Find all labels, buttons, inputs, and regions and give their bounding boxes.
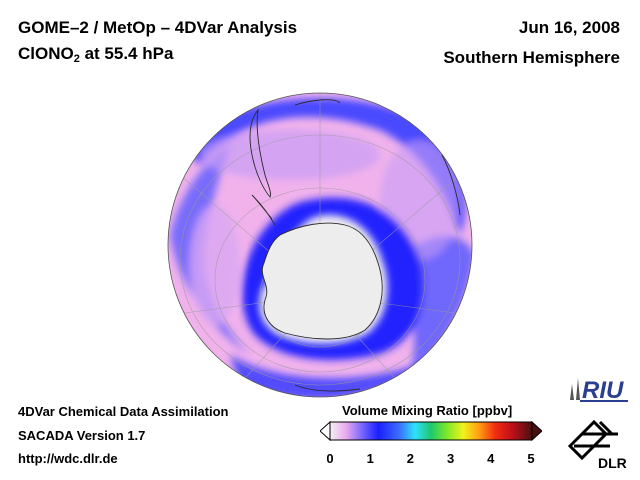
- footer-line-1: 4DVar Chemical Data Assimilation: [18, 404, 229, 419]
- colorbar-title: Volume Mixing Ratio [ppbv]: [342, 403, 513, 418]
- dlr-logo-text: DLR: [598, 455, 627, 471]
- title-line-1: GOME–2 / MetOp – 4DVar Analysis: [18, 18, 298, 37]
- species-name: ClONO: [18, 44, 74, 63]
- colorbar: [320, 421, 542, 441]
- coastlines: [249, 99, 472, 392]
- footer-url[interactable]: http://wdc.dlr.de: [18, 451, 118, 466]
- species-level: at 55.4 hPa: [79, 44, 174, 63]
- field-layer: [168, 93, 472, 397]
- colorbar-high-arrow: [531, 421, 542, 441]
- colorbar-tick-label: 5: [527, 451, 535, 466]
- riu-logo: RIU: [570, 377, 628, 404]
- colorbar-tick-label: 2: [406, 451, 414, 466]
- globe-map: [167, 92, 473, 398]
- colorbar-tick-label: 0: [326, 451, 334, 466]
- date-label: Jun 16, 2008: [518, 18, 620, 37]
- species-subscript: 2: [73, 53, 80, 65]
- title-line-2: ClONO2 at 55.4 hPa: [18, 44, 173, 65]
- dlr-logo: DLR: [567, 419, 627, 471]
- colorbar-low-arrow: [320, 421, 331, 441]
- colorbar-tick-label: 1: [366, 451, 374, 466]
- footer-line-2: SACADA Version 1.7: [18, 428, 146, 443]
- riu-logo-text: RIU: [582, 377, 624, 404]
- region-label: Southern Hemisphere: [443, 48, 620, 67]
- colorbar-tick-label: 4: [487, 451, 495, 466]
- colorbar-tick-label: 3: [446, 451, 455, 466]
- colorbar-gradient: [329, 421, 533, 441]
